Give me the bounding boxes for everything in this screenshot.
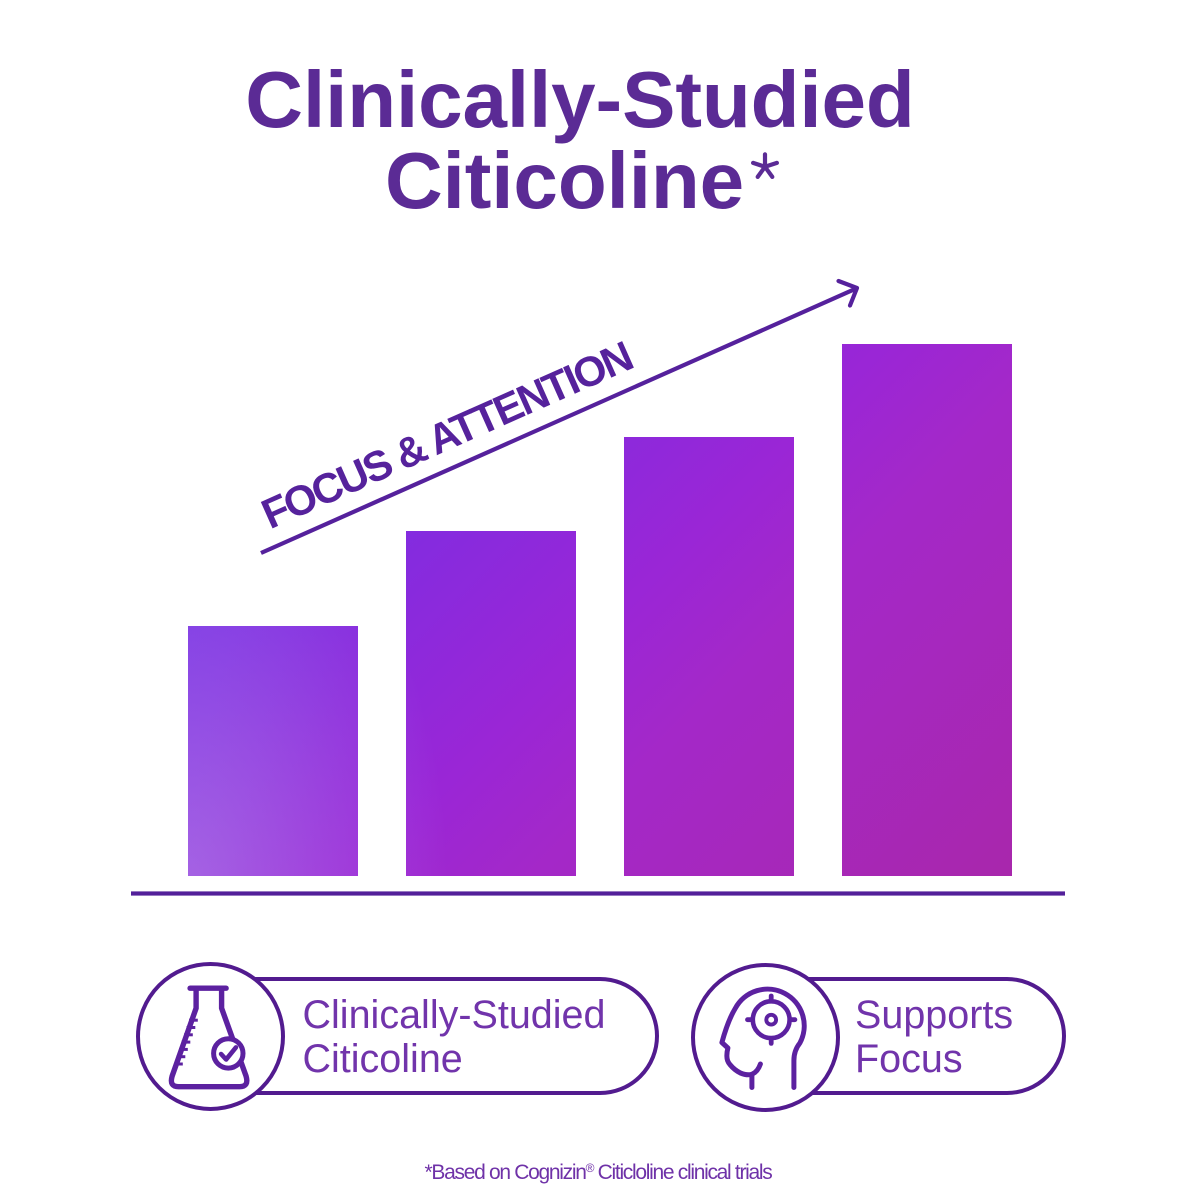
svg-text:FOCUS & ATTENTION: FOCUS & ATTENTION xyxy=(255,333,639,538)
